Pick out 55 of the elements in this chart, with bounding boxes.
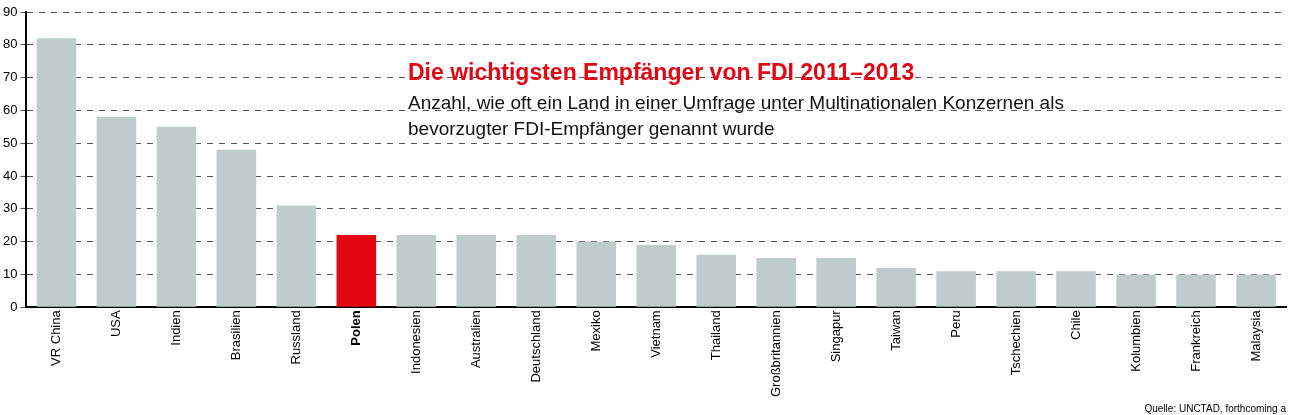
y-tick-label: 60 <box>2 102 18 118</box>
bar <box>96 116 137 307</box>
x-tick-label: Polen <box>347 310 363 346</box>
bar <box>756 258 796 307</box>
x-tick-label: Taiwan <box>887 310 903 351</box>
text: Die wichtigsten Empfänger von FDI 2011–2013 <box>408 59 916 86</box>
x-tick-label: Indien <box>167 310 183 346</box>
x-tick-label: Thailand <box>707 310 723 361</box>
y-tick-label: 20 <box>2 233 18 249</box>
bar <box>996 271 1036 307</box>
bar <box>216 149 257 307</box>
x-tick-label: Chile <box>1067 310 1083 340</box>
x-tick-label: Singapur <box>827 309 843 363</box>
x-tick-label: Peru <box>947 310 963 338</box>
bar <box>336 235 377 307</box>
bar <box>1236 274 1276 307</box>
bar <box>696 254 736 307</box>
x-tick-label: Deutschland <box>527 310 543 383</box>
bar <box>1116 274 1156 307</box>
y-tick-label: 90 <box>2 3 18 19</box>
x-tick-label: Kolumbien <box>1127 310 1143 372</box>
bar <box>936 271 976 307</box>
bar <box>636 244 677 307</box>
bar <box>276 205 317 307</box>
bar <box>396 235 437 307</box>
x-tick-label: Großbritannien <box>767 310 783 398</box>
bar <box>1176 274 1216 307</box>
bar <box>156 126 197 307</box>
source-note: Quelle: UNCTAD, forthcoming a <box>1144 403 1286 414</box>
text: Anzahl, wie oft ein Land in einer Umfrage unter Multinationalen Konzernen als bevorzugter FDI-Empfänger genannt wurde <box>408 91 1065 141</box>
x-tick-label: VR China <box>48 309 64 366</box>
bar <box>576 241 617 307</box>
x-tick-label: Vietnam <box>647 310 663 358</box>
y-tick-label: 70 <box>2 69 18 85</box>
y-tick-label: 50 <box>2 134 18 150</box>
x-tick-label: Tschechien <box>1007 310 1023 376</box>
x-tick-label: Mexiko <box>587 310 603 352</box>
y-tick-label: 0 <box>10 298 18 314</box>
bar <box>1056 271 1096 307</box>
y-tick-label: 80 <box>2 36 18 52</box>
bar <box>456 235 497 307</box>
x-tick-label: Indonesien <box>407 310 423 374</box>
bar <box>816 258 856 307</box>
y-tick-label: 30 <box>2 200 18 216</box>
bar <box>516 235 557 307</box>
x-tick-label: USA <box>108 309 124 338</box>
bar <box>36 38 77 307</box>
bar <box>876 267 916 307</box>
x-tick-label: Australien <box>467 310 483 369</box>
x-tick-label: Malaysia <box>1247 309 1263 362</box>
x-tick-label: Brasilien <box>227 310 243 361</box>
x-tick-label: Russland <box>287 310 303 365</box>
y-tick-label: 40 <box>2 167 18 183</box>
y-tick-label: 10 <box>2 266 18 282</box>
x-tick-label: Frankreich <box>1187 310 1203 372</box>
